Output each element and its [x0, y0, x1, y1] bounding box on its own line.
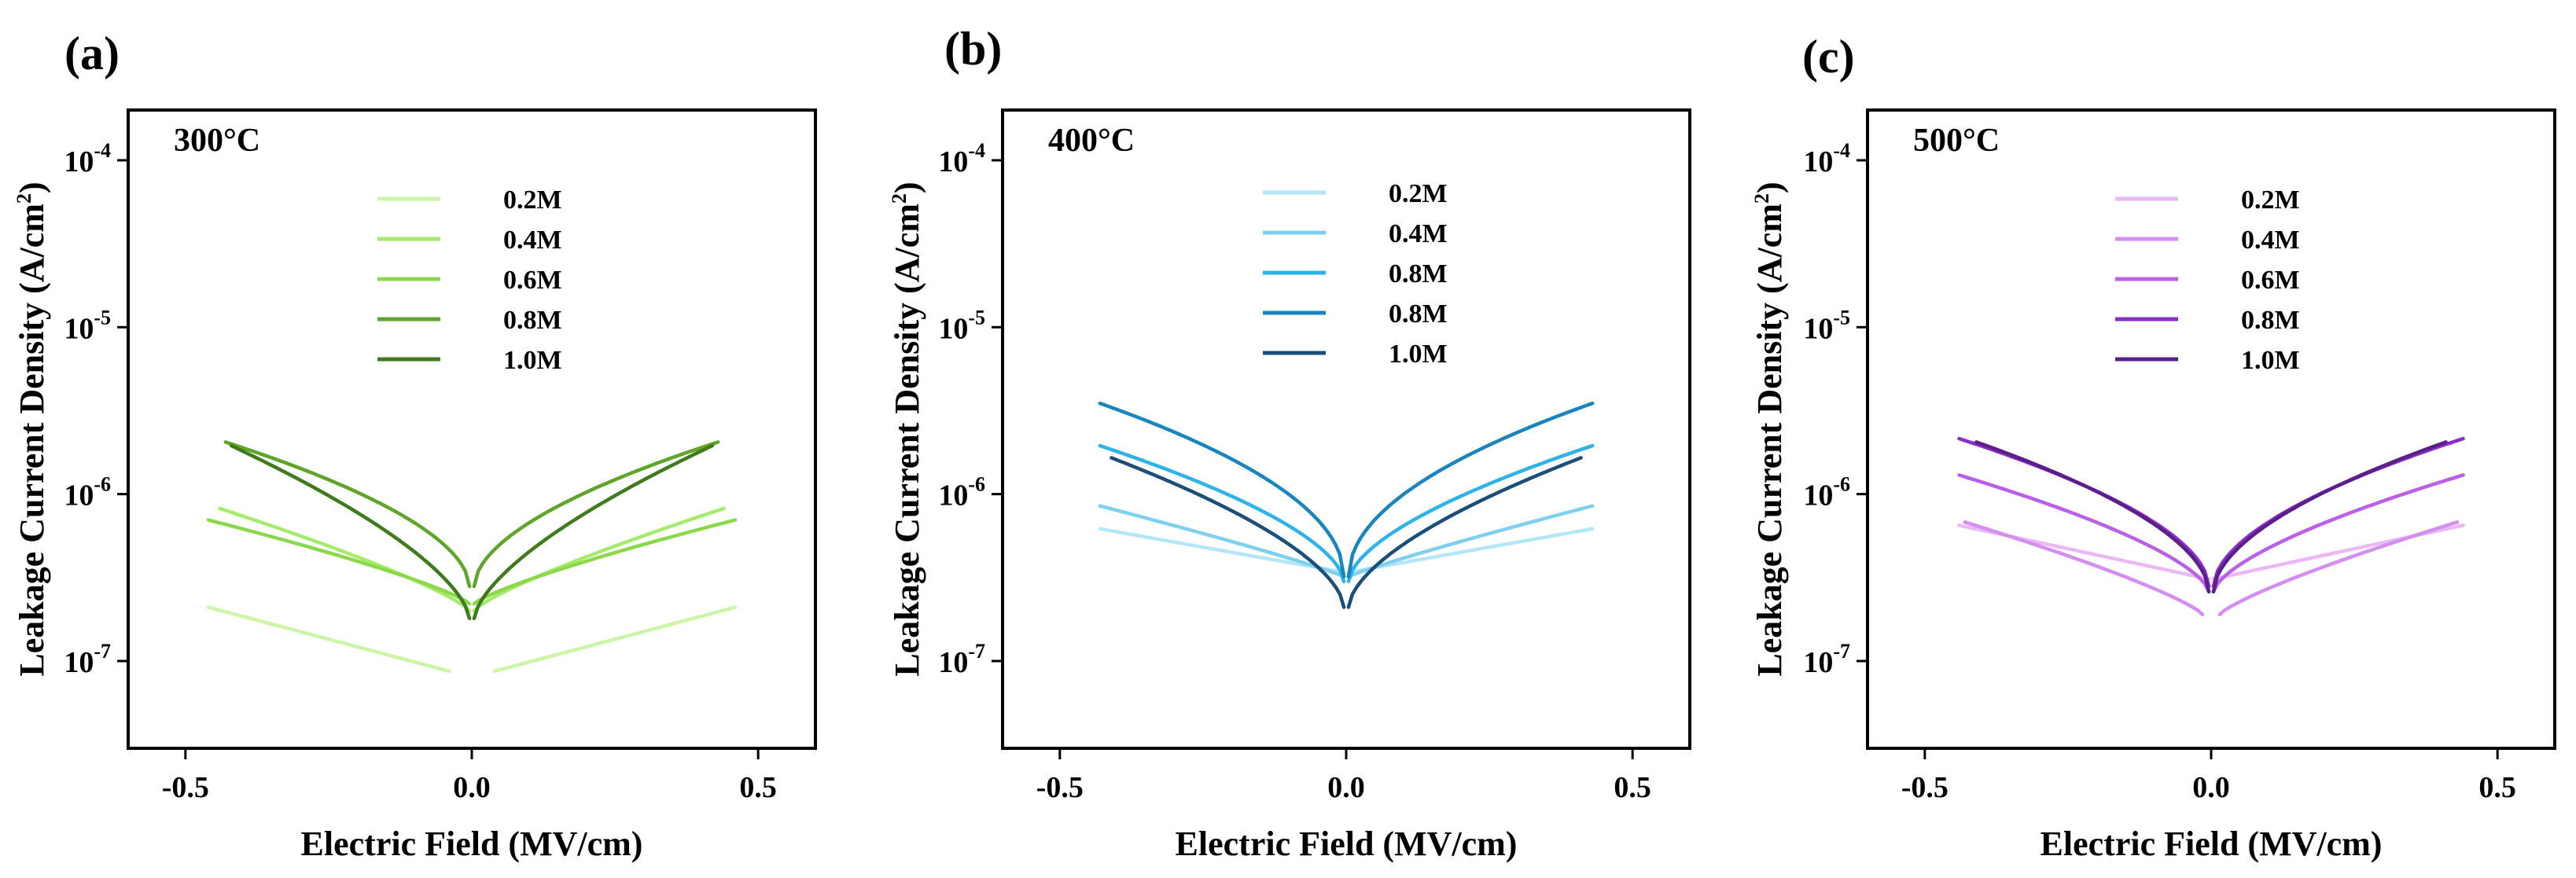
x-tick-label: 0.0	[453, 771, 491, 804]
series-line-0.4M-positive	[1346, 504, 1595, 579]
y-tick-label: 10-7	[64, 640, 111, 679]
legend-label: 0.8M	[2241, 306, 2300, 335]
y-tick-label: 10-6	[938, 473, 985, 512]
series-line-0.2M-positive	[1346, 527, 1595, 575]
x-axis-title: Electric Field (MV/cm)	[301, 825, 643, 863]
legend-label: 0.8M	[1389, 299, 1448, 329]
panel-label: (a)	[64, 28, 120, 79]
series-group	[1098, 401, 1595, 609]
series-line-0.2M-positive	[492, 605, 738, 674]
y-tick-label: 10-4	[1803, 139, 1850, 178]
series-group	[206, 440, 738, 674]
series-line-1.0M-negative	[1974, 440, 2211, 594]
x-tick-label: -0.5	[1901, 771, 1949, 804]
y-tick-label: 10-5	[938, 306, 985, 345]
y-tick-label: 10-7	[1803, 640, 1850, 679]
series-line-1.0M-positive	[1346, 456, 1583, 609]
x-tick-label: 0.5	[2478, 771, 2516, 804]
y-tick-label: 10-4	[938, 139, 985, 178]
legend-label: 1.0M	[1389, 340, 1448, 369]
series-line-0.4M-positive	[2217, 520, 2460, 617]
series-line-0.2M-negative	[206, 605, 451, 674]
legend-label: 0.2M	[2241, 186, 2300, 215]
y-tick-label: 10-6	[1803, 473, 1850, 512]
y-tick-label: 10-5	[1803, 306, 1850, 345]
legend-label: 1.0M	[503, 346, 562, 375]
series-line-0.8M-positive	[472, 440, 720, 589]
plot-frame	[1866, 108, 2556, 750]
series-line-0.2M-negative	[1098, 527, 1346, 575]
x-tick-label: 0.5	[1614, 771, 1651, 804]
x-tick-label: 0.5	[739, 771, 777, 804]
x-axis-title: Electric Field (MV/cm)	[1176, 825, 1518, 863]
series-line-0.8M-negative	[1098, 443, 1346, 583]
series-line-0.6M-positive	[2211, 473, 2465, 594]
series-line-1.0M-negative	[229, 443, 472, 621]
series-line-0.8M-negative	[1098, 401, 1346, 579]
series-line-0.6M-negative	[206, 518, 472, 606]
series-line-1.0M-positive	[2211, 440, 2448, 594]
series-line-1.0M-positive	[472, 443, 715, 621]
y-axis-title: Leakage Current Density (A/cm2)	[13, 182, 51, 676]
series-line-0.8M-negative	[1957, 436, 2211, 589]
legend-label: 0.6M	[2241, 266, 2300, 295]
series-line-0.8M-negative	[223, 440, 472, 589]
legend-label: 1.0M	[2241, 346, 2300, 375]
y-tick-label: 10-6	[64, 473, 111, 512]
plot-frame	[1001, 108, 1691, 750]
y-tick-label: 10-4	[64, 139, 111, 178]
series-line-0.8M-positive	[2211, 436, 2465, 589]
series-line-0.6M-positive	[472, 518, 738, 606]
chart-panel-3: (c) 500°C -0.5 0.0 0.5 10-7 10-6 10-5 10-4 Electr…	[1750, 31, 2556, 863]
legend-label: 0.4M	[1389, 219, 1448, 248]
y-tick-label: 10-7	[938, 640, 985, 679]
chart-panel-2: (b) 400°C -0.5 0.0 0.5 10-7 10-6 10-5 10-4 Electr…	[888, 23, 1691, 863]
legend-label: 0.2M	[1389, 179, 1448, 208]
x-tick-label: -0.5	[1036, 771, 1084, 804]
legend-label: 0.2M	[503, 186, 562, 215]
series-line-0.6M-negative	[1957, 473, 2211, 594]
x-tick-label: 0.0	[2192, 771, 2230, 804]
y-axis-title: Leakage Current Density (A/cm2)	[888, 182, 926, 676]
series-line-0.4M-negative	[1963, 520, 2205, 617]
panel-label: (b)	[944, 23, 1002, 75]
y-tick-label: 10-5	[64, 306, 111, 345]
series-line-0.4M-negative	[218, 506, 472, 613]
temperature-label: 400°C	[1048, 123, 1135, 159]
legend-label: 0.8M	[503, 306, 562, 335]
panel-label: (c)	[1802, 31, 1855, 83]
series-line-1.0M-negative	[1110, 456, 1346, 609]
temperature-label: 300°C	[174, 123, 260, 159]
series-line-0.8M-positive	[1346, 401, 1595, 579]
x-tick-label: 0.0	[1327, 771, 1365, 804]
series-line-0.8M-positive	[1346, 443, 1595, 583]
series-line-0.4M-positive	[472, 506, 726, 613]
y-axis-title: Leakage Current Density (A/cm2)	[1750, 182, 1789, 676]
legend-label: 0.6M	[503, 266, 562, 295]
temperature-label: 500°C	[1913, 123, 2000, 159]
x-axis-title: Electric Field (MV/cm)	[2041, 825, 2383, 863]
legend-label: 0.8M	[1389, 259, 1448, 288]
x-tick-label: -0.5	[162, 771, 209, 804]
series-group	[1957, 436, 2465, 617]
chart-panel-1: (a) 300°C -0.5 0.0 0.5 10-7 10-6 10-5 10-4 Electr…	[13, 28, 817, 863]
legend-label: 0.4M	[2241, 226, 2300, 255]
legend-label: 0.4M	[503, 226, 562, 255]
series-line-0.4M-negative	[1098, 504, 1346, 579]
plot-frame	[127, 108, 817, 750]
